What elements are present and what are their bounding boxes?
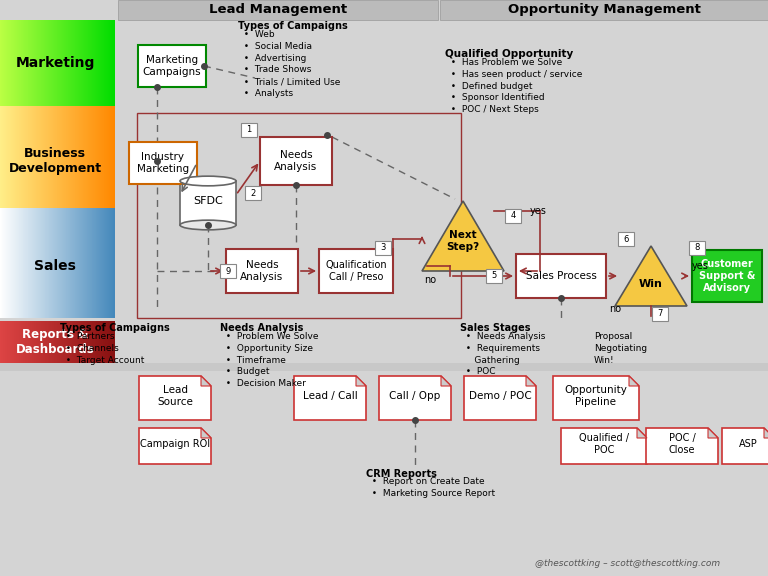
Text: SFDC: SFDC xyxy=(193,196,223,206)
Text: Sales Process: Sales Process xyxy=(525,271,597,281)
Text: Qualified /
POC: Qualified / POC xyxy=(579,433,629,455)
Text: Types of Campaigns: Types of Campaigns xyxy=(238,21,348,31)
Text: CRM Reports: CRM Reports xyxy=(366,469,437,479)
Bar xyxy=(220,264,236,278)
Bar xyxy=(129,142,197,184)
Text: Lead
Source: Lead Source xyxy=(157,385,193,407)
Text: Customer
Support &
Advisory: Customer Support & Advisory xyxy=(699,259,755,293)
Text: 2: 2 xyxy=(250,188,256,198)
Bar xyxy=(241,123,257,137)
Ellipse shape xyxy=(180,176,236,186)
Text: •  Web
  •  Social Media
  •  Advertising
  •  Trade Shows
  •  Trials / Limited: • Web • Social Media • Advertising • Tra… xyxy=(238,30,340,98)
Text: •  Report on Create Date
  •  Marketing Source Report: • Report on Create Date • Marketing Sour… xyxy=(366,477,495,498)
Bar xyxy=(440,0,768,20)
Text: Opportunity
Pipeline: Opportunity Pipeline xyxy=(564,385,627,407)
Text: Industry
Marketing: Industry Marketing xyxy=(137,152,189,174)
Polygon shape xyxy=(379,376,451,420)
Bar xyxy=(505,209,521,223)
Text: 4: 4 xyxy=(511,211,515,221)
Bar xyxy=(118,0,438,20)
Polygon shape xyxy=(464,376,536,420)
Bar xyxy=(180,181,236,225)
Bar xyxy=(618,232,634,246)
Text: 3: 3 xyxy=(380,244,386,252)
Text: Marketing
Campaigns: Marketing Campaigns xyxy=(143,55,201,77)
Text: 8: 8 xyxy=(694,244,700,252)
Text: no: no xyxy=(609,304,621,314)
Text: Needs
Analysis: Needs Analysis xyxy=(274,150,318,172)
Polygon shape xyxy=(356,376,366,386)
Text: yes: yes xyxy=(530,206,547,216)
Text: yes: yes xyxy=(691,261,708,271)
Bar xyxy=(516,254,606,298)
Text: Types of Campaigns: Types of Campaigns xyxy=(60,323,170,333)
Polygon shape xyxy=(553,376,639,420)
Polygon shape xyxy=(441,376,451,386)
Text: Next
Step?: Next Step? xyxy=(446,230,479,252)
Ellipse shape xyxy=(180,220,236,230)
Bar xyxy=(260,137,332,185)
Text: •  Partners
  •  Channels
  •  Target Account: • Partners • Channels • Target Account xyxy=(60,332,144,365)
Bar xyxy=(226,249,298,293)
Text: no: no xyxy=(424,275,436,285)
Bar xyxy=(319,249,393,293)
Text: 6: 6 xyxy=(624,234,629,244)
Polygon shape xyxy=(294,376,366,420)
Polygon shape xyxy=(201,376,211,386)
Text: @thescottking – scott@thescottking.com: @thescottking – scott@thescottking.com xyxy=(535,559,720,568)
Text: Business
Development: Business Development xyxy=(8,147,101,175)
Polygon shape xyxy=(139,428,211,464)
Bar xyxy=(137,113,461,318)
Bar xyxy=(0,363,768,371)
Polygon shape xyxy=(629,376,639,386)
Bar xyxy=(692,250,762,302)
Text: Needs
Analysis: Needs Analysis xyxy=(240,260,283,282)
Bar xyxy=(375,241,391,255)
Text: Opportunity Management: Opportunity Management xyxy=(508,3,700,17)
Bar xyxy=(652,307,668,321)
Text: 7: 7 xyxy=(657,309,663,319)
Polygon shape xyxy=(764,428,768,438)
Polygon shape xyxy=(646,428,718,464)
Text: Call / Opp: Call / Opp xyxy=(389,391,441,401)
Polygon shape xyxy=(561,428,647,464)
Polygon shape xyxy=(422,201,504,271)
Text: Demo / POC: Demo / POC xyxy=(468,391,531,401)
Text: •  Needs Analysis
  •  Requirements
     Gathering
  •  POC: • Needs Analysis • Requirements Gatherin… xyxy=(460,332,545,376)
Text: Win: Win xyxy=(639,279,663,289)
Text: 9: 9 xyxy=(225,267,230,275)
Bar xyxy=(245,186,261,200)
Text: Marketing: Marketing xyxy=(15,56,94,70)
Text: Qualification
Call / Preso: Qualification Call / Preso xyxy=(325,260,387,282)
Text: Sales: Sales xyxy=(34,259,76,273)
Text: 1: 1 xyxy=(247,126,252,135)
Bar xyxy=(486,269,502,283)
Text: Reports &
Dashboards: Reports & Dashboards xyxy=(15,328,94,356)
Text: •  Problem We Solve
  •  Opportunity Size
  •  Timeframe
  •  Budget
  •  Decisi: • Problem We Solve • Opportunity Size • … xyxy=(220,332,319,388)
Text: •  Has Problem we Solve
  •  Has seen product / service
  •  Defined budget
  • : • Has Problem we Solve • Has seen produc… xyxy=(445,58,582,114)
Polygon shape xyxy=(722,428,768,464)
Text: Lead Management: Lead Management xyxy=(209,3,347,17)
Text: 5: 5 xyxy=(492,271,497,281)
Polygon shape xyxy=(139,376,211,420)
Bar xyxy=(689,241,705,255)
Polygon shape xyxy=(637,428,647,438)
Bar xyxy=(138,45,206,87)
Polygon shape xyxy=(526,376,536,386)
Text: Campaign ROI: Campaign ROI xyxy=(140,439,210,449)
Text: ASP: ASP xyxy=(739,439,757,449)
Text: Qualified Opportunity: Qualified Opportunity xyxy=(445,49,573,59)
Polygon shape xyxy=(201,428,211,438)
Polygon shape xyxy=(615,246,687,306)
Text: Needs Analysis: Needs Analysis xyxy=(220,323,303,333)
Text: POC /
Close: POC / Close xyxy=(669,433,695,455)
Text: Sales Stages: Sales Stages xyxy=(460,323,531,333)
Text: Proposal
Negotiating
Win!: Proposal Negotiating Win! xyxy=(594,332,647,365)
Polygon shape xyxy=(708,428,718,438)
Text: Lead / Call: Lead / Call xyxy=(303,391,357,401)
